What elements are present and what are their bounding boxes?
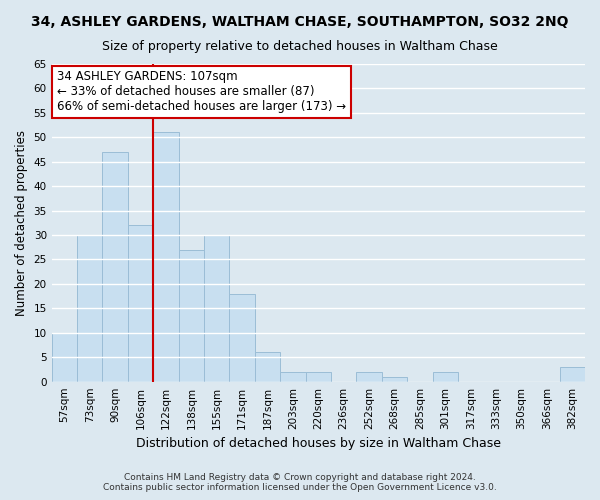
Text: 34 ASHLEY GARDENS: 107sqm
← 33% of detached houses are smaller (87)
66% of semi-: 34 ASHLEY GARDENS: 107sqm ← 33% of detac… bbox=[57, 70, 346, 114]
Bar bbox=[179, 250, 204, 382]
Text: Size of property relative to detached houses in Waltham Chase: Size of property relative to detached ho… bbox=[102, 40, 498, 53]
Bar bbox=[560, 367, 585, 382]
Y-axis label: Number of detached properties: Number of detached properties bbox=[15, 130, 28, 316]
Bar bbox=[356, 372, 382, 382]
Bar bbox=[382, 377, 407, 382]
Bar bbox=[103, 152, 128, 382]
Bar bbox=[77, 235, 103, 382]
Bar bbox=[280, 372, 305, 382]
Bar bbox=[433, 372, 458, 382]
Bar bbox=[153, 132, 179, 382]
Bar bbox=[52, 333, 77, 382]
Bar bbox=[128, 226, 153, 382]
Text: Contains HM Land Registry data © Crown copyright and database right 2024.
Contai: Contains HM Land Registry data © Crown c… bbox=[103, 473, 497, 492]
Text: 34, ASHLEY GARDENS, WALTHAM CHASE, SOUTHAMPTON, SO32 2NQ: 34, ASHLEY GARDENS, WALTHAM CHASE, SOUTH… bbox=[31, 15, 569, 29]
Bar bbox=[204, 235, 229, 382]
Bar bbox=[229, 294, 255, 382]
Bar bbox=[305, 372, 331, 382]
X-axis label: Distribution of detached houses by size in Waltham Chase: Distribution of detached houses by size … bbox=[136, 437, 501, 450]
Bar bbox=[255, 352, 280, 382]
